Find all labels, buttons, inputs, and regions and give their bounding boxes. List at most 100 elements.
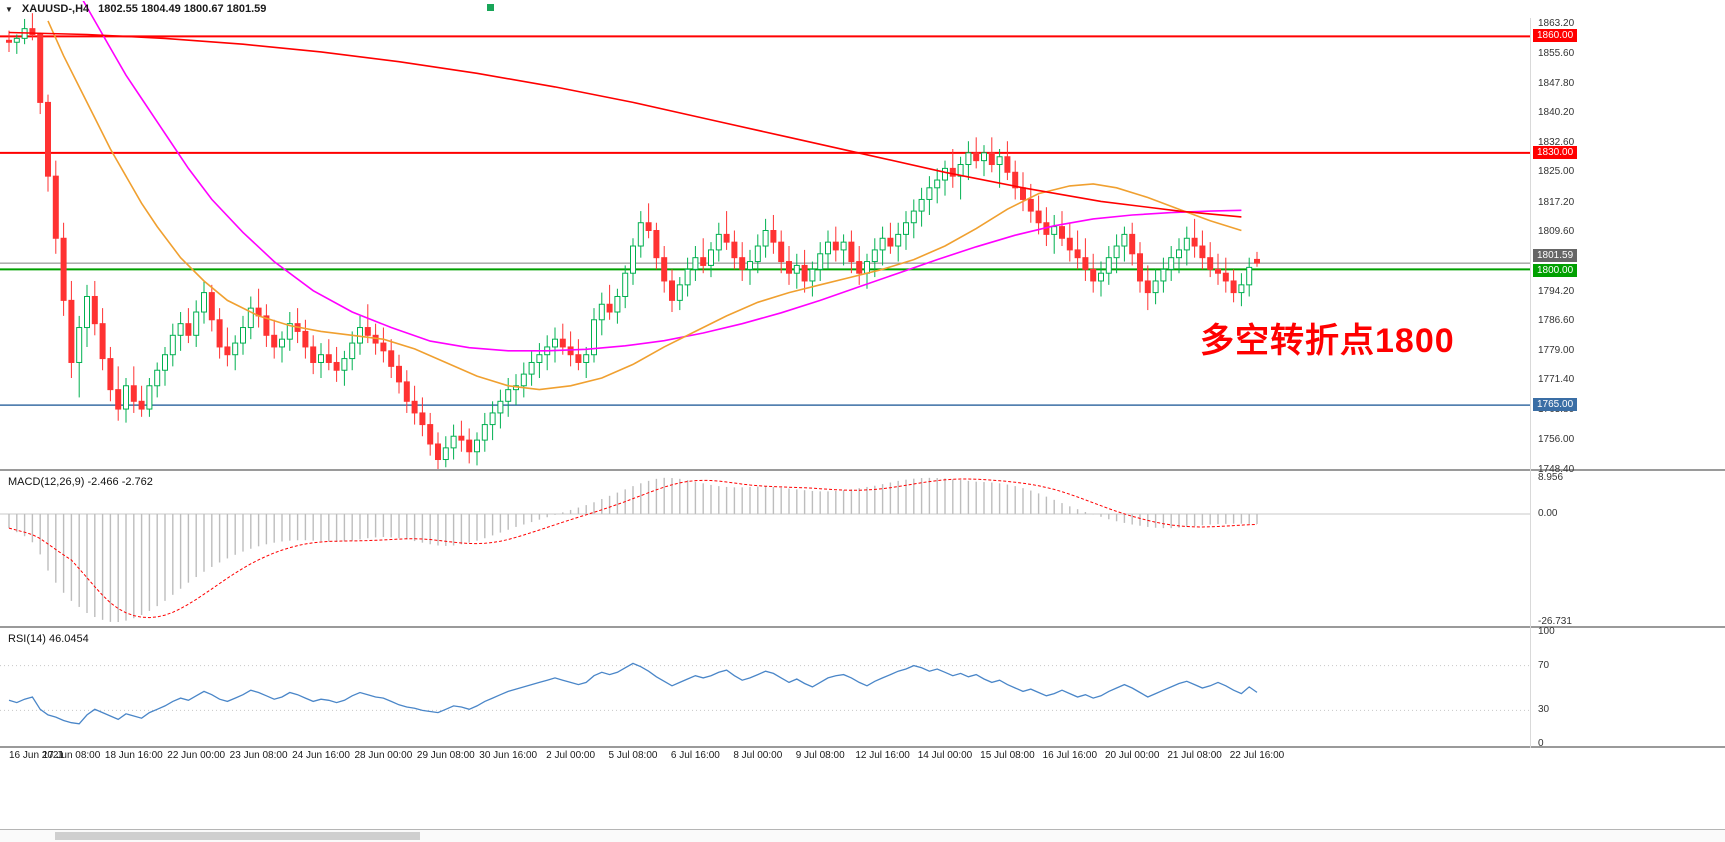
price-tag: 1801.59 [1533, 249, 1578, 263]
candle-body [99, 323, 106, 360]
time-label: 17 Jun 08:00 [42, 750, 101, 761]
candle-body [52, 175, 59, 239]
candle-body [661, 257, 668, 282]
candle-body [637, 222, 644, 247]
candle-body [6, 39, 12, 43]
candle-body [903, 222, 909, 235]
candle-body [193, 311, 200, 336]
candle-body [606, 303, 613, 313]
candle-body [388, 350, 395, 367]
ma-orange [47, 20, 1242, 391]
candle-body [497, 400, 504, 414]
candle-body [864, 261, 870, 274]
candle-body [926, 187, 933, 200]
price-tick: 1840.20 [1538, 107, 1575, 119]
price-tag: 1860.00 [1533, 29, 1578, 43]
candle-body [778, 241, 785, 263]
chart-header: ▼ XAUUSD-,H4 1802.55 1804.49 1800.67 180… [5, 3, 266, 15]
candle-body [349, 342, 356, 360]
candle-body [723, 233, 730, 243]
price-tick: 1756.00 [1538, 434, 1575, 446]
candle-body [832, 241, 839, 251]
candle-body [1051, 226, 1058, 235]
candle-body [466, 439, 473, 453]
candle-body [754, 245, 761, 263]
panel-divider [0, 746, 1725, 748]
macd-axis-label: 0.00 [1538, 508, 1558, 519]
candle-body [973, 152, 980, 162]
candle-body [107, 358, 114, 391]
rsi-line [8, 662, 1258, 725]
candle-body [1215, 268, 1221, 274]
candle-body [1121, 233, 1128, 247]
candle-body [793, 264, 800, 274]
candle-body [879, 237, 886, 251]
candle-body [1222, 272, 1229, 282]
candle-body [747, 261, 753, 270]
candle-body [427, 424, 434, 445]
candle-body [1113, 245, 1120, 259]
price-tick: 1832.60 [1538, 136, 1575, 148]
candle-body [583, 354, 590, 363]
candle-body [177, 323, 184, 336]
candle-body [1191, 237, 1198, 247]
candle-body [528, 361, 535, 375]
candle-body [1090, 268, 1097, 282]
candle-body [185, 323, 192, 336]
candle-body [162, 354, 168, 371]
candle-body [505, 389, 512, 402]
candle-body [364, 327, 371, 336]
candle-body [216, 319, 223, 348]
chart-dropdown-icon[interactable]: ▼ [5, 4, 13, 14]
candle-body [271, 334, 278, 348]
candle-body [942, 167, 948, 181]
candle-body [45, 101, 51, 177]
candle-body [676, 284, 683, 301]
candle-body [474, 439, 480, 453]
candle-body [240, 327, 246, 344]
candle-body [1168, 257, 1175, 270]
candle-body [895, 233, 902, 247]
candle-body [653, 230, 660, 259]
candle-body [1254, 258, 1260, 264]
candle-body [123, 385, 129, 410]
scrollbar-thumb[interactable] [55, 832, 420, 840]
candle-body [949, 167, 956, 177]
candle-body [598, 303, 605, 321]
candle-body [130, 385, 137, 402]
candle-body [1020, 187, 1026, 200]
candle-body [981, 152, 987, 162]
macd-label: MACD(12,26,9) -2.466 -2.762 [8, 476, 153, 488]
candle-body [1098, 272, 1104, 282]
candle-body [29, 28, 36, 35]
candle-body [146, 385, 153, 410]
candle-body [91, 295, 98, 325]
candle-body [988, 152, 995, 166]
candle-body [1137, 253, 1143, 282]
time-label: 24 Jun 16:00 [292, 750, 350, 761]
candle-body [435, 443, 441, 461]
price-axis: 1863.20 1855.60 1847.80 1840.20 1832.60 1825.… [1532, 0, 1722, 842]
price-tick: 1855.60 [1538, 47, 1575, 59]
rsi-label: RSI(14) 46.0454 [8, 633, 89, 645]
time-label: 30 Jun 16:00 [479, 750, 538, 761]
candle-body [318, 354, 324, 363]
candle-body [1105, 257, 1112, 274]
candle-body [247, 307, 254, 329]
candle-body [489, 412, 496, 426]
candle-body [1004, 156, 1011, 173]
price-tick: 1786.60 [1538, 315, 1575, 327]
candle-body [1035, 210, 1042, 224]
candle-body [1012, 171, 1019, 189]
time-label: 15 Jul 08:00 [980, 750, 1035, 761]
top-marker-icon [487, 4, 494, 11]
candle-body [403, 381, 410, 402]
candle-body [13, 37, 20, 43]
candle-body [910, 210, 917, 224]
candle-body [848, 241, 855, 263]
candle-body [60, 237, 67, 301]
candle-body [279, 338, 285, 348]
candle-body [419, 412, 426, 426]
candle-body [380, 342, 387, 352]
